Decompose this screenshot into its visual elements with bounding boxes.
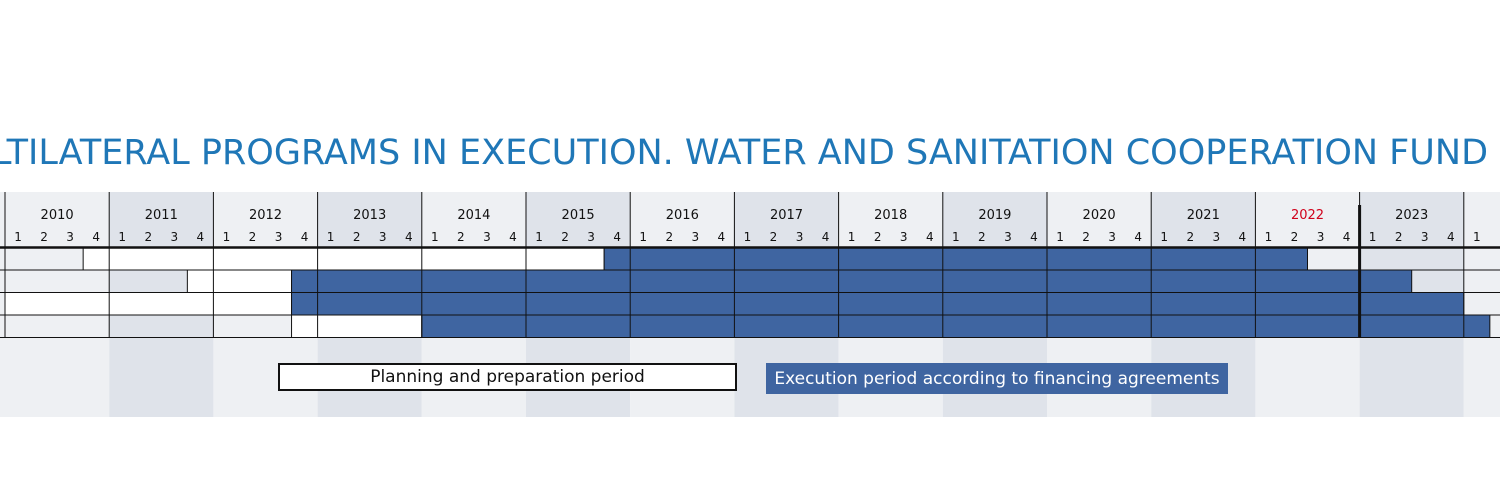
year-label: 2022 (1291, 208, 1324, 223)
quarter-label: 3 (483, 230, 491, 244)
quarter-label: 3 (66, 230, 74, 244)
year-label: 2010 (41, 208, 74, 223)
legend-execution: Execution period according to financing … (766, 363, 1228, 394)
quarter-label: 1 (327, 230, 335, 244)
quarter-label: 1 (118, 230, 126, 244)
quarter-label: 3 (1317, 230, 1325, 244)
quarter-label: 2 (353, 230, 361, 244)
year-label: 2020 (1083, 208, 1116, 223)
quarter-label: 4 (197, 230, 205, 244)
quarter-label: 2 (1291, 230, 1299, 244)
quarter-label: 4 (613, 230, 621, 244)
execution-bar (421, 314, 1491, 338)
year-labels: 2010 2011 2012 2013 2014 2015 2016 2017 2018 2019… (41, 208, 1429, 223)
quarter-label: 1 (744, 230, 752, 244)
quarter-label: 1 (1473, 230, 1481, 244)
quarter-label: 4 (92, 230, 100, 244)
legend-planning: Planning and preparation period (278, 363, 737, 391)
quarter-label: 1 (223, 230, 231, 244)
quarter-label: 1 (1160, 230, 1168, 244)
year-label: 2015 (562, 208, 595, 223)
planning-bar (186, 269, 293, 293)
legend-planning-label: Planning and preparation period (370, 367, 645, 387)
year-label: 2019 (978, 208, 1011, 223)
year-label: 2011 (145, 208, 178, 223)
execution-bar (603, 247, 1308, 271)
quarter-label: 4 (926, 230, 934, 244)
quarter-label: 3 (1004, 230, 1012, 244)
quarter-label: 2 (770, 230, 778, 244)
quarter-label: 2 (978, 230, 986, 244)
quarter-label: 2 (249, 230, 257, 244)
quarter-label: 2 (457, 230, 465, 244)
year-label: 2023 (1395, 208, 1428, 223)
year-label: 2013 (353, 208, 386, 223)
quarter-labels: 1 2 3 4 1 2 3 4 1 2 3 4 1 2 3 4 1 2 3 4 1 2 3 4 1 2 3 4 1 2 3 4 1 2 3 4 1 2 3 4… (14, 230, 1480, 244)
quarter-label: 3 (587, 230, 595, 244)
quarter-label: 3 (796, 230, 804, 244)
quarter-label: 2 (1186, 230, 1194, 244)
year-label: 2021 (1187, 208, 1220, 223)
planning-bar (291, 314, 423, 338)
quarter-label: 4 (1447, 230, 1455, 244)
year-band (1463, 192, 1500, 417)
quarter-label: 1 (1369, 230, 1377, 244)
quarter-label: 1 (431, 230, 439, 244)
legend-execution-label: Execution period according to financing … (774, 368, 1220, 389)
quarter-label: 4 (1134, 230, 1142, 244)
quarter-label: 3 (1108, 230, 1116, 244)
quarter-label: 4 (509, 230, 517, 244)
quarter-label: 4 (301, 230, 309, 244)
quarter-label: 4 (405, 230, 413, 244)
year-label: 2017 (770, 208, 803, 223)
quarter-label: 3 (275, 230, 283, 244)
year-label: 2018 (874, 208, 907, 223)
quarter-label: 3 (1421, 230, 1429, 244)
quarter-label: 4 (1343, 230, 1351, 244)
execution-bar (291, 269, 1413, 293)
quarter-label: 1 (535, 230, 543, 244)
quarter-label: 2 (1082, 230, 1090, 244)
quarter-label: 1 (1056, 230, 1064, 244)
quarter-label: 1 (14, 230, 22, 244)
quarter-label: 3 (379, 230, 387, 244)
quarter-label: 4 (718, 230, 726, 244)
quarter-label: 1 (848, 230, 856, 244)
year-label: 2012 (249, 208, 282, 223)
year-band (0, 192, 5, 417)
chart-title: LTILATERAL PROGRAMS IN EXECUTION. WATER … (0, 133, 1500, 173)
quarter-label: 1 (639, 230, 647, 244)
planning-bar (4, 292, 293, 316)
year-label: 2014 (457, 208, 490, 223)
quarter-label: 3 (171, 230, 179, 244)
quarter-label: 2 (1395, 230, 1403, 244)
quarter-label: 4 (1239, 230, 1247, 244)
grid-lines (0, 192, 1500, 338)
quarter-label: 4 (1030, 230, 1038, 244)
quarter-label: 2 (874, 230, 882, 244)
quarter-label: 2 (561, 230, 569, 244)
quarter-label: 3 (900, 230, 908, 244)
year-label: 2016 (666, 208, 699, 223)
execution-bar (291, 292, 1465, 316)
quarter-label: 3 (1213, 230, 1221, 244)
quarter-label: 2 (40, 230, 48, 244)
quarter-label: 4 (822, 230, 830, 244)
quarter-label: 2 (665, 230, 673, 244)
quarter-label: 2 (144, 230, 152, 244)
quarter-label: 3 (692, 230, 700, 244)
quarter-label: 1 (952, 230, 960, 244)
quarter-label: 1 (1265, 230, 1273, 244)
